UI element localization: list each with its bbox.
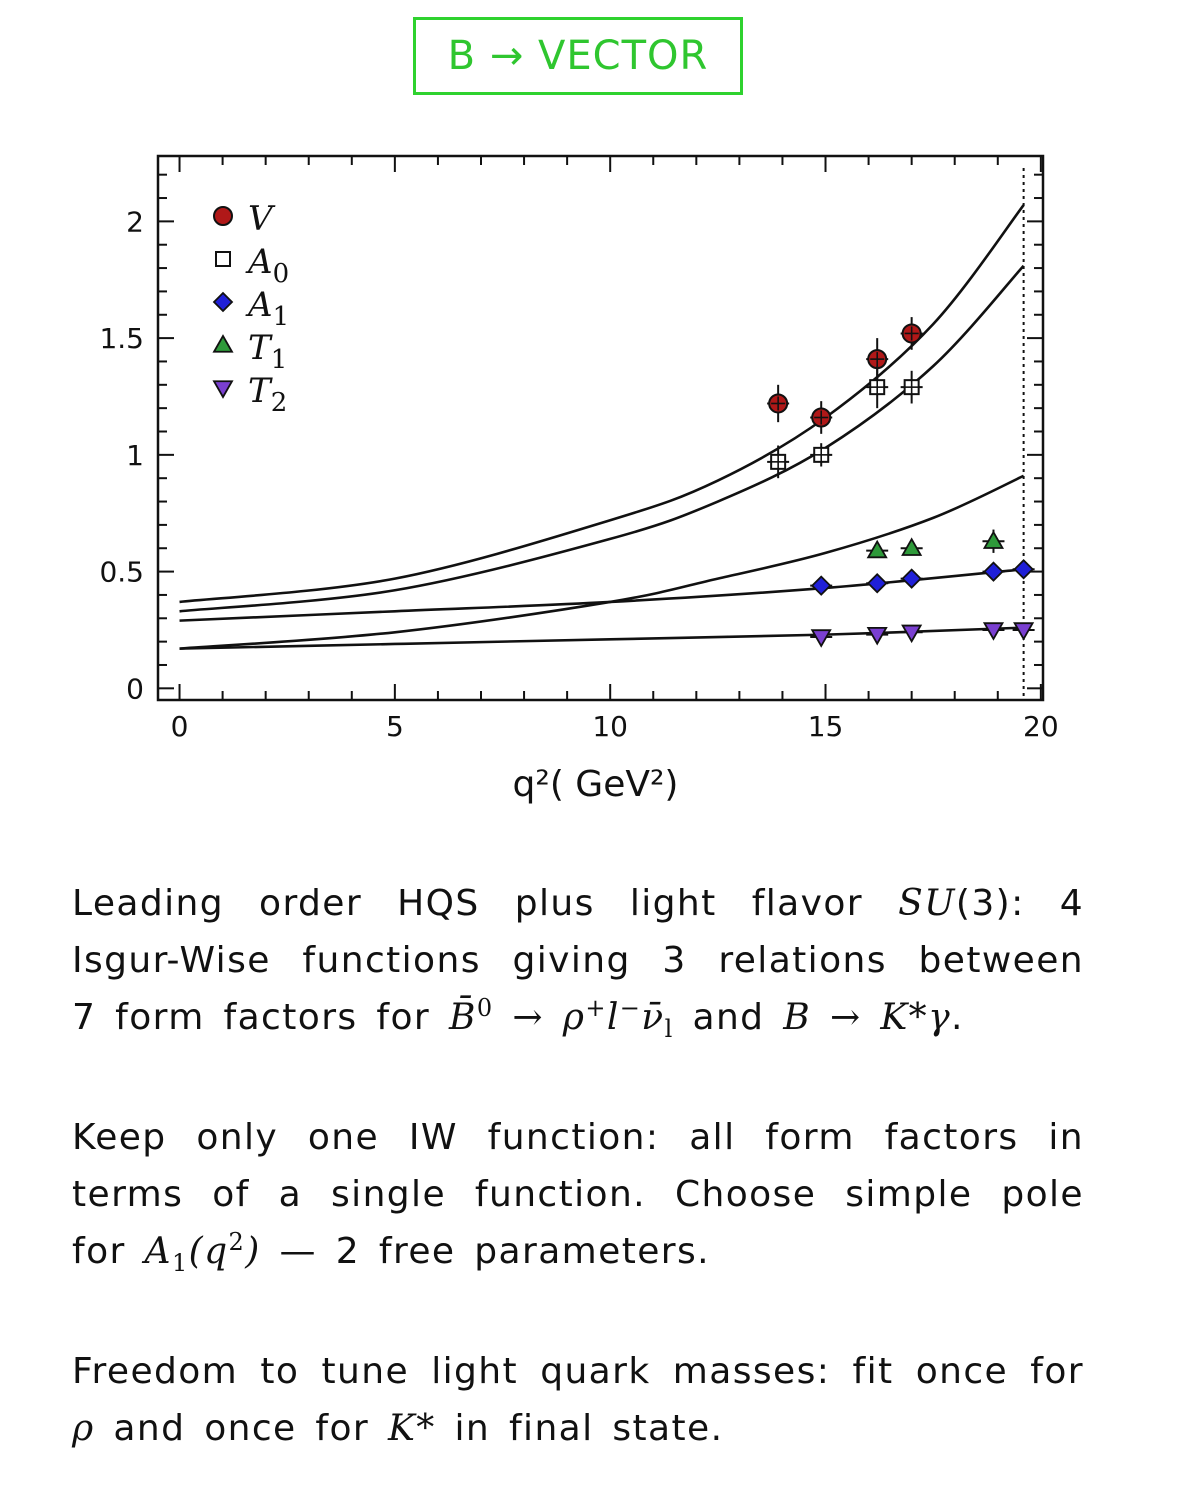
- data-point-t2: [901, 624, 923, 644]
- data-point-a1: [866, 572, 888, 594]
- legend-label-t2: T2: [248, 371, 287, 418]
- x-tick-label: 10: [592, 710, 628, 743]
- data-point-t1: [866, 539, 888, 559]
- legend-marker-a0: [215, 251, 231, 267]
- legend-marker-a1: [212, 291, 234, 313]
- y-tick-label: 0.5: [99, 556, 144, 589]
- fit-curve: [179, 204, 1025, 604]
- legend-label-t1: T1: [248, 328, 287, 375]
- data-point-a1: [1013, 558, 1034, 580]
- data-point-t2: [982, 622, 1005, 641]
- fit-curves: [179, 204, 1025, 650]
- plot-border: [156, 154, 1045, 702]
- legend-label-a1: A1: [245, 285, 289, 332]
- data-point-t1: [901, 537, 923, 556]
- data-point-t2: [810, 629, 832, 648]
- data-point-t1: [982, 530, 1005, 549]
- data-point-a1: [983, 561, 1004, 582]
- slide-title: B → VECTOR: [447, 33, 709, 79]
- data-point-a1: [810, 575, 832, 596]
- data-point-t2: [866, 626, 888, 646]
- paragraph-iw-function: Keep only one IW function: all form fact…: [72, 1117, 1084, 1278]
- y-tick-label: 1.5: [99, 322, 144, 355]
- legend-label-v: V: [248, 199, 276, 239]
- y-tick-label: 1: [126, 439, 144, 472]
- fit-curve: [179, 567, 1024, 622]
- x-axis-label: q²( GeV²): [513, 764, 679, 805]
- slide-title-box: B → VECTOR: [413, 17, 743, 95]
- data-points: [767, 317, 1035, 648]
- data-point-t2: [1013, 622, 1035, 641]
- legend-marker-t2: [212, 380, 234, 399]
- fit-curve: [179, 264, 1025, 613]
- x-tick-label: 20: [1023, 710, 1059, 743]
- x-tick-label: 5: [386, 710, 404, 743]
- legend-marker-t1: [212, 334, 234, 353]
- paragraph-hqs: Leading order HQS plus light flavor SU(3…: [72, 883, 1084, 1044]
- legend-label-a0: A0: [245, 242, 289, 289]
- y-tick-label: 2: [126, 205, 144, 238]
- x-tick-label: 0: [171, 710, 189, 743]
- plot-frame: [156, 154, 1045, 702]
- fit-curve: [179, 474, 1025, 650]
- fit-curve: [179, 626, 1024, 650]
- x-tick-label: 15: [808, 710, 844, 743]
- paragraph-quark-masses: Freedom to tune light quark masses: fit …: [72, 1351, 1084, 1449]
- y-tick-label: 0: [126, 672, 144, 705]
- legend-marker-v: [213, 206, 233, 226]
- data-point-a1: [901, 568, 922, 589]
- axis-ticks: [158, 156, 1043, 700]
- axis-labels: 0 5 10 15 20 0 0.5 1 1.5 2 q²( GeV²): [99, 205, 1058, 805]
